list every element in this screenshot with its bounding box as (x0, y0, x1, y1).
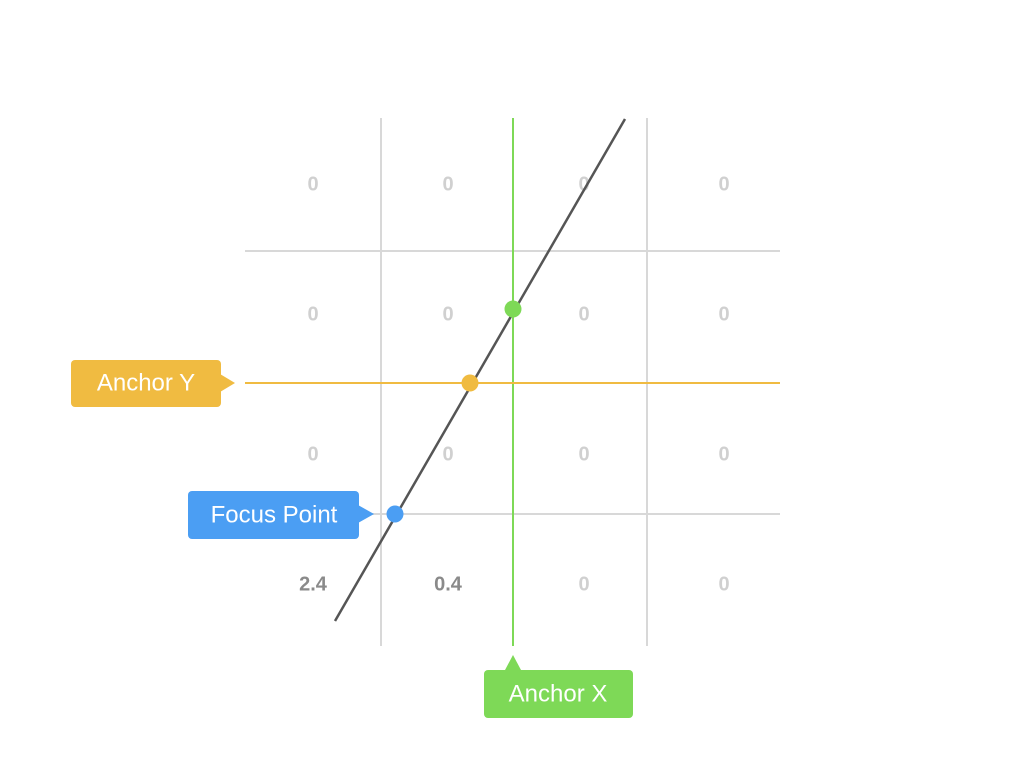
cell-value-r2-c1: 0 (307, 303, 318, 325)
anchor-x-point[interactable] (504, 300, 522, 318)
cell-value-r4-c2: 0.4 (434, 573, 463, 595)
cell-value-r1-c3: 0 (578, 173, 589, 195)
cell-value-r1-c4: 0 (718, 173, 729, 195)
cell-value-r4-c1: 2.4 (299, 573, 328, 595)
cell-value-r3-c1: 0 (307, 443, 318, 465)
anchor-y-point[interactable] (461, 374, 479, 392)
cell-value-r2-c4: 0 (718, 303, 729, 325)
cell-value-r2-c3: 0 (578, 303, 589, 325)
cell-value-r1-c1: 0 (307, 173, 318, 195)
cell-value-r3-c2: 0 (442, 443, 453, 465)
anchor-y-callout-pointer (220, 374, 235, 392)
anchor-x-callout-label: Anchor X (509, 680, 608, 707)
focus-point-callout[interactable]: Focus Point (188, 491, 374, 539)
cell-value-r3-c4: 0 (718, 443, 729, 465)
cell-values: 0 0 0 0 0 0 0 0 0 0 0 0 2.4 0.4 0 0 (299, 173, 729, 595)
cell-value-r1-c2: 0 (442, 173, 453, 195)
anchor-x-callout-pointer (505, 655, 521, 670)
anchor-y-callout-box (71, 360, 221, 407)
diagonal-line (333, 118, 627, 622)
anchor-x-callout-box (484, 670, 633, 718)
cell-value-r3-c3: 0 (578, 443, 589, 465)
cell-value-r2-c2: 0 (442, 303, 453, 325)
anchor-y-callout-label: Anchor Y (97, 369, 195, 396)
anchor-x-callout[interactable]: Anchor X (484, 655, 633, 718)
cell-value-r4-c4: 0 (718, 573, 729, 595)
focus-point-callout-box (188, 491, 359, 539)
focus-point-callout-pointer (358, 505, 374, 523)
anchor-y-callout[interactable]: Anchor Y (71, 360, 235, 407)
focus-point-marker[interactable] (386, 505, 404, 523)
cell-value-r4-c3: 0 (578, 573, 589, 595)
focus-point-callout-label: Focus Point (211, 501, 338, 528)
